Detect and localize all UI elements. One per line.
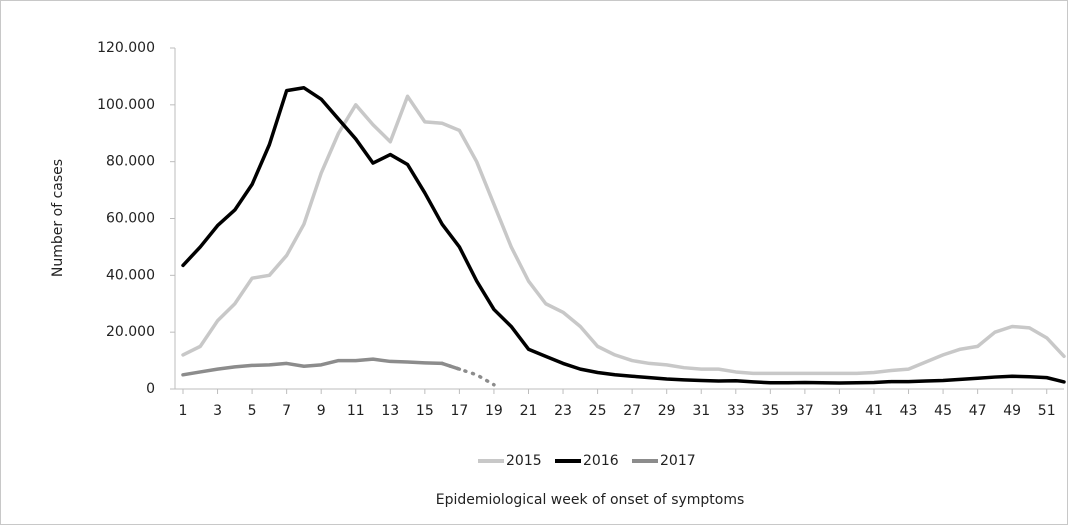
x-tick-label: 9 bbox=[317, 403, 326, 419]
y-tick-label: 80.000 bbox=[106, 154, 155, 170]
series-line bbox=[181, 357, 462, 377]
x-tick-label: 49 bbox=[1003, 403, 1021, 419]
legend-label: 2015 bbox=[506, 453, 542, 469]
x-tick-label: 25 bbox=[589, 403, 607, 419]
x-tick-label: 29 bbox=[658, 403, 676, 419]
y-tick-label: 60.000 bbox=[106, 211, 155, 227]
legend-label: 2016 bbox=[583, 453, 619, 469]
x-tick-label: 35 bbox=[761, 403, 779, 419]
x-tick-label: 23 bbox=[554, 403, 572, 419]
y-tick-label: 40.000 bbox=[106, 267, 155, 283]
series-line bbox=[181, 94, 1066, 376]
x-tick-label: 45 bbox=[934, 403, 952, 419]
x-tick-label: 11 bbox=[347, 403, 365, 419]
x-tick-label: 47 bbox=[969, 403, 987, 419]
x-tick-label: 39 bbox=[831, 403, 849, 419]
series-line bbox=[440, 361, 496, 387]
x-tick-label: 13 bbox=[381, 403, 399, 419]
x-axis-title: Epidemiological week of onset of symptom… bbox=[436, 492, 745, 508]
x-tick-label: 33 bbox=[727, 403, 745, 419]
x-tick-label: 27 bbox=[623, 403, 641, 419]
x-tick-label: 41 bbox=[865, 403, 883, 419]
x-tick-label: 19 bbox=[485, 403, 503, 419]
x-tick-label: 37 bbox=[796, 403, 814, 419]
x-tick-label: 17 bbox=[450, 403, 468, 419]
series-line bbox=[181, 86, 1066, 385]
y-tick-label: 120.000 bbox=[97, 40, 155, 56]
x-tick-label: 15 bbox=[416, 403, 434, 419]
x-tick-label: 31 bbox=[692, 403, 710, 419]
x-tick-label: 43 bbox=[900, 403, 918, 419]
y-tick-label: 0 bbox=[146, 381, 155, 397]
x-tick-label: 1 bbox=[179, 403, 188, 419]
y-tick-label: 20.000 bbox=[106, 324, 155, 340]
x-tick-label: 7 bbox=[282, 403, 291, 419]
x-tick-label: 5 bbox=[248, 403, 257, 419]
y-axis-title: Number of cases bbox=[50, 159, 66, 277]
x-tick-label: 21 bbox=[520, 403, 538, 419]
y-tick-label: 100.000 bbox=[97, 97, 155, 113]
x-tick-label: 3 bbox=[213, 403, 222, 419]
x-tick-label: 51 bbox=[1038, 403, 1056, 419]
legend-label: 2017 bbox=[660, 453, 696, 469]
